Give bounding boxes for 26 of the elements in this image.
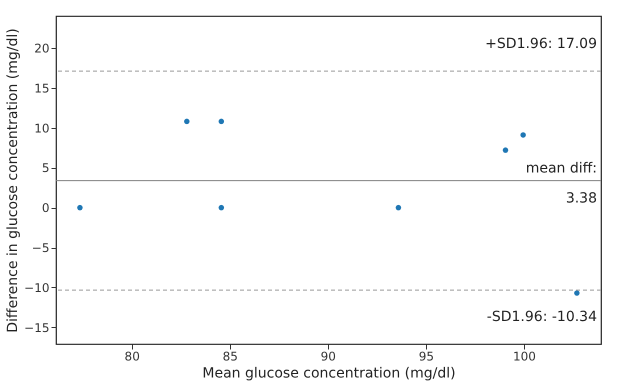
point (502, 147, 508, 153)
y-tick-label: 5 (42, 161, 50, 176)
y-tick-label: −5 (32, 241, 50, 256)
point (520, 132, 526, 138)
x-tick-label: 85 (222, 350, 238, 364)
point (77, 204, 83, 210)
x-tick-label: 90 (320, 350, 336, 364)
x-tick-label: 95 (418, 350, 434, 364)
point (218, 204, 224, 210)
x-tick-label: 100 (512, 350, 536, 364)
y-tick-label: 10 (34, 121, 50, 136)
x-tick-label: 80 (124, 350, 140, 364)
y-tick-label: 15 (34, 81, 50, 96)
point (396, 204, 402, 210)
ref-line-label: mean diff: 3.38 (526, 160, 597, 207)
y-tick-label: −10 (24, 280, 50, 295)
y-tick-label: −15 (24, 320, 50, 335)
ref-line-label: -SD1.96: -10.34 (486, 309, 598, 326)
ref-line-label: +SD1.96: 17.09 (485, 36, 597, 52)
y-tick-label: 20 (34, 41, 50, 56)
point (218, 118, 224, 124)
point (184, 118, 190, 124)
x-axis-title: Mean glucose concentration (mg/dl) (202, 366, 456, 382)
point (574, 290, 580, 296)
y-axis-title: Difference in glucose concentration (mg/dl) (5, 28, 22, 333)
y-tick-label: 0 (42, 201, 50, 216)
